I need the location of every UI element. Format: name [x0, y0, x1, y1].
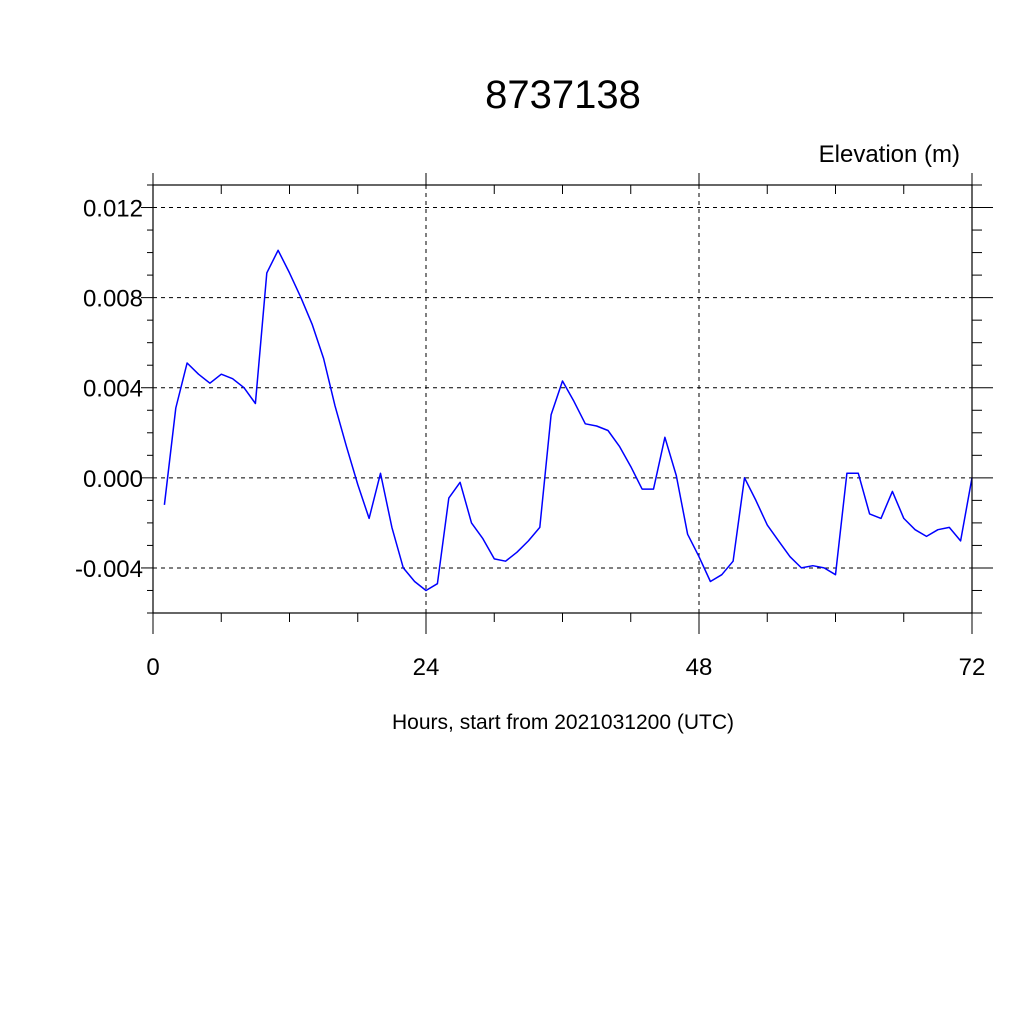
plot-area [163, 249, 973, 592]
x-tick-label: 24 [413, 654, 440, 681]
minor-ticks [147, 184, 982, 622]
y-tick-label: 0.000 [83, 466, 143, 493]
series-line-0 [163, 249, 973, 592]
chart-title: 8737138 [485, 73, 641, 117]
x-tick-label: 48 [686, 654, 713, 681]
tick-labels: -0.004 0.000 0.004 0.008 0.012 0 24 48 72 [75, 196, 985, 681]
y-tick-label: 0.004 [83, 376, 143, 403]
grid-lines [153, 185, 972, 613]
x-axis-label: Hours, start from 2021031200 (UTC) [392, 711, 734, 734]
y-tick-label: 0.012 [83, 196, 143, 223]
y-axis-label: Elevation (m) [819, 141, 960, 168]
x-tick-label: 72 [959, 654, 986, 681]
plot-frame [152, 184, 973, 614]
major-ticks [141, 173, 993, 634]
y-tick-label: 0.008 [83, 286, 143, 313]
y-tick-label: -0.004 [75, 556, 143, 583]
x-tick-label: 0 [146, 654, 159, 681]
